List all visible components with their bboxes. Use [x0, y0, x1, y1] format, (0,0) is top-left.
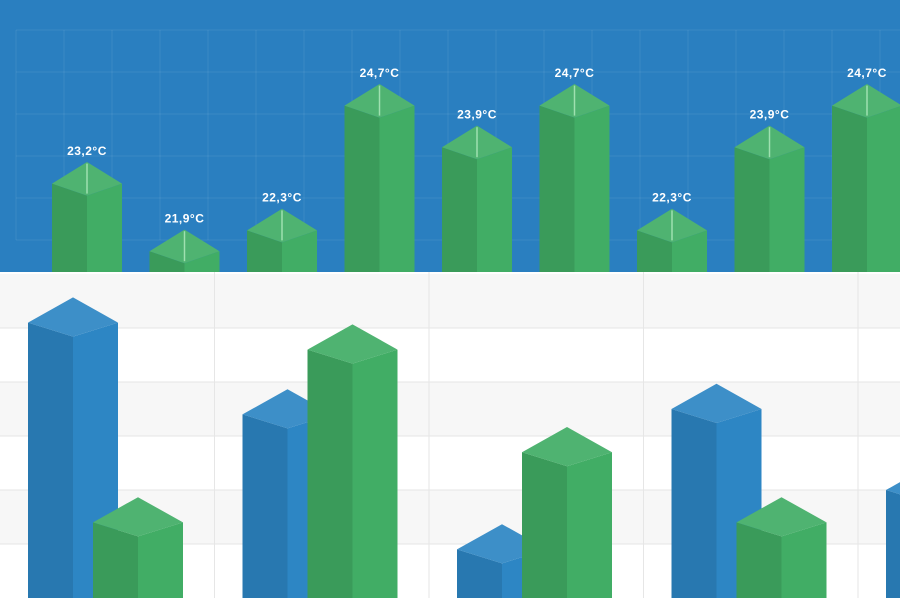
bar-face	[477, 147, 512, 272]
bar-face	[87, 183, 122, 272]
bar-face	[282, 230, 317, 272]
bar-face	[28, 322, 73, 598]
bar-face	[567, 452, 612, 598]
value-label: 22,3°C	[262, 191, 302, 205]
bar-face	[867, 106, 900, 272]
bar-face	[671, 383, 762, 423]
bar-face	[242, 414, 288, 598]
bar-face	[247, 230, 282, 272]
bar-face	[522, 427, 612, 467]
grid-band	[0, 274, 900, 328]
bar-face	[247, 230, 282, 272]
bar	[886, 482, 900, 598]
value-label: 23,2°C	[67, 144, 107, 158]
bar-face	[736, 497, 827, 537]
bar-face	[52, 183, 87, 272]
value-label: 24,7°C	[555, 66, 595, 80]
bar-face	[457, 549, 502, 598]
bar-face	[307, 349, 353, 598]
value-label: 21,9°C	[165, 211, 205, 225]
bar-face	[736, 497, 827, 537]
bar-face	[93, 497, 183, 537]
bar-face	[307, 324, 398, 364]
value-label: 24,7°C	[360, 66, 400, 80]
bar-face	[736, 522, 782, 598]
bar	[307, 324, 398, 598]
bar-face	[832, 105, 867, 272]
bar-face	[307, 349, 353, 598]
bar-face	[671, 409, 717, 598]
bar-face	[28, 297, 118, 337]
bar-face	[52, 183, 87, 272]
bar-face	[539, 105, 575, 272]
bar-face	[574, 105, 610, 272]
bar-face	[522, 427, 612, 467]
bar-face	[781, 522, 827, 598]
bar-face	[442, 147, 477, 272]
value-label: 22,3°C	[652, 191, 692, 205]
bar-face	[637, 230, 672, 272]
bar-face	[886, 490, 900, 598]
bar-face	[671, 409, 717, 598]
bar-face	[769, 147, 805, 272]
bar-face	[149, 251, 185, 272]
bar	[736, 497, 827, 598]
value-label: 23,9°C	[750, 107, 790, 121]
bar-face	[138, 522, 183, 598]
bar-face	[522, 452, 567, 598]
bar-face	[886, 482, 900, 495]
bar-face	[149, 251, 185, 272]
bar-face	[344, 105, 380, 272]
grid-band	[0, 382, 900, 436]
bar-face	[522, 452, 567, 598]
bar	[93, 497, 183, 598]
bar-face	[637, 230, 672, 272]
bar-face	[28, 297, 118, 337]
bar	[832, 84, 900, 272]
bar-face	[672, 230, 707, 272]
bar-face	[734, 147, 770, 272]
bar-face	[736, 522, 782, 598]
bar-face	[734, 147, 770, 272]
bar	[52, 162, 122, 272]
bar-face	[457, 549, 502, 598]
bar-face	[832, 105, 867, 272]
bar-face	[832, 84, 900, 118]
bar-face	[307, 324, 398, 364]
bar	[522, 427, 612, 598]
bar-face	[93, 522, 138, 598]
bar-face	[344, 105, 380, 272]
bar-face	[242, 414, 288, 598]
bar-face	[886, 490, 900, 598]
bar-face	[352, 349, 398, 598]
bar-face	[539, 105, 575, 272]
value-label: 23,9°C	[457, 107, 497, 121]
bar-face	[671, 383, 762, 423]
bar-face	[886, 482, 900, 495]
bar-face	[184, 251, 220, 272]
bar-face	[28, 322, 73, 598]
bar-face	[832, 84, 900, 118]
bar-face	[93, 522, 138, 598]
bar-face	[379, 105, 415, 272]
value-label: 24,7°C	[847, 66, 887, 80]
bar-face	[442, 147, 477, 272]
bar-face	[93, 497, 183, 537]
